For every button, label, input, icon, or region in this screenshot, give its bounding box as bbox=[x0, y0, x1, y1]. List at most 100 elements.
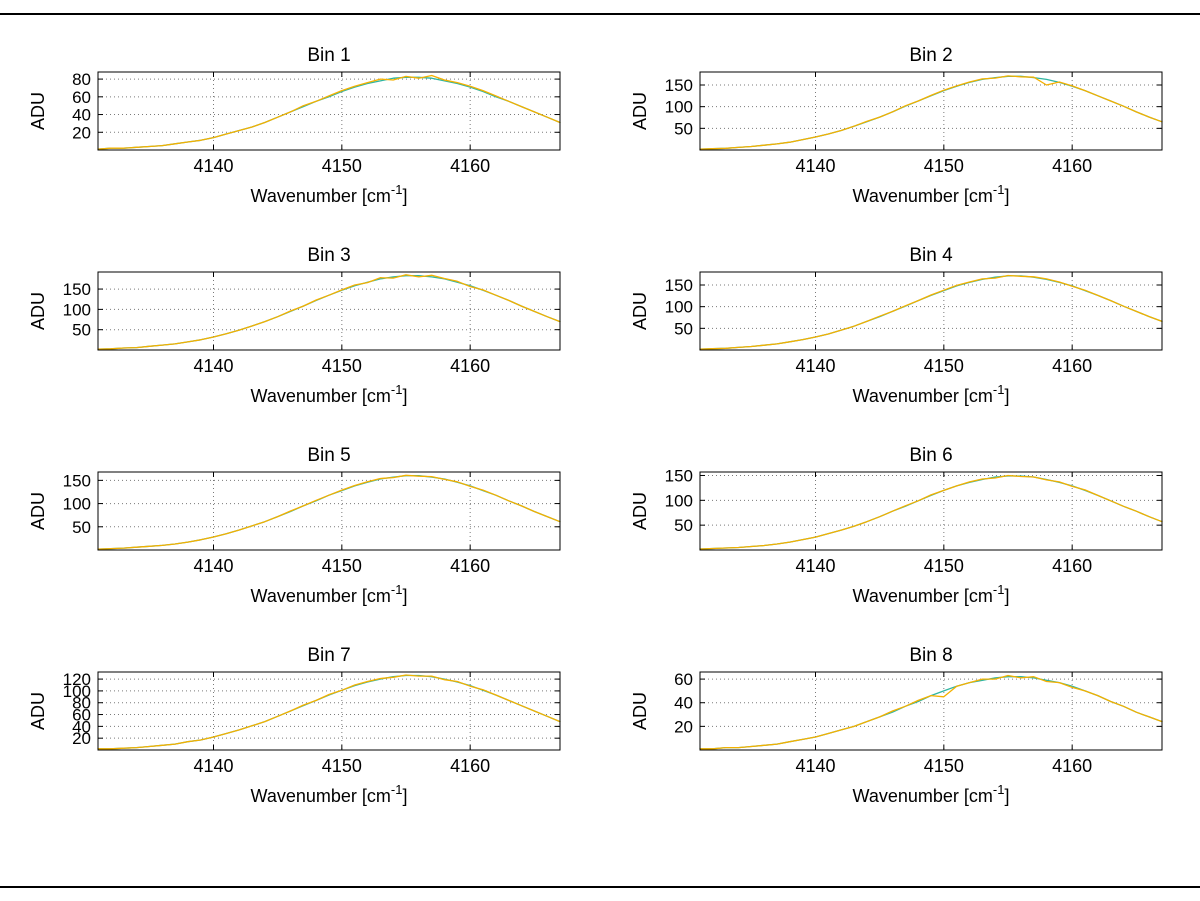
chart-title: Bin 3 bbox=[307, 245, 350, 266]
figure-top-border bbox=[0, 13, 1200, 15]
x-tick-label: 4160 bbox=[450, 356, 490, 376]
y-axis-label: ADU bbox=[630, 292, 650, 330]
chart-title: Bin 6 bbox=[909, 445, 952, 466]
plot-line-secondary bbox=[97, 275, 561, 350]
plot-line-primary bbox=[97, 74, 561, 150]
figure-bottom-border bbox=[0, 886, 1200, 888]
x-tick-label: 4140 bbox=[193, 156, 233, 176]
chart-title: Bin 4 bbox=[909, 245, 953, 266]
x-tick-label: 4140 bbox=[193, 756, 233, 776]
plot-box bbox=[97, 471, 561, 551]
x-axis-label: Wavenumber [cm-1] bbox=[853, 182, 1010, 206]
chart-title: Bin 7 bbox=[307, 645, 350, 666]
plot-line-secondary bbox=[97, 475, 561, 550]
y-tick-label: 100 bbox=[665, 298, 693, 317]
subplot-bin-7: 4140 4150 4160 20 40 60 80 100 120 Bin 7 ADU Wavenu… bbox=[28, 642, 568, 842]
chart-title: Bin 1 bbox=[307, 45, 350, 66]
x-tick-label: 4140 bbox=[795, 756, 835, 776]
y-tick-label: 40 bbox=[72, 717, 91, 736]
x-tick-label: 4140 bbox=[193, 356, 233, 376]
subplot-grid: 4140 4150 4160 20 40 60 80 Bin 1 ADU Wavenumber [… bbox=[28, 42, 1170, 842]
x-tick-label: 4160 bbox=[1052, 156, 1092, 176]
plot-line-secondary bbox=[699, 676, 1163, 750]
x-axis-label: Wavenumber [cm-1] bbox=[251, 182, 408, 206]
x-tick-label: 4140 bbox=[795, 156, 835, 176]
y-axis-label: ADU bbox=[28, 92, 48, 130]
y-tick-label: 80 bbox=[72, 694, 91, 713]
plot-line-primary bbox=[699, 474, 1163, 550]
x-tick-label: 4160 bbox=[450, 556, 490, 576]
subplot-bin-5: 4140 4150 4160 50 100 150 Bin 5 ADU Wavenumber [… bbox=[28, 442, 568, 642]
plot-line-secondary bbox=[699, 275, 1163, 350]
plot-box bbox=[97, 271, 561, 351]
y-tick-label: 50 bbox=[72, 518, 91, 537]
y-tick-label: 100 bbox=[63, 495, 91, 514]
chart-canvas: 4140 4150 4160 50 100 150 Bin 6 ADU Wavenumber [… bbox=[630, 445, 1163, 606]
y-tick-label: 100 bbox=[665, 491, 693, 510]
y-tick-label: 60 bbox=[72, 88, 91, 107]
chart-title: Bin 8 bbox=[909, 645, 952, 666]
y-tick-label: 20 bbox=[72, 729, 91, 748]
plot-line-primary bbox=[699, 274, 1163, 350]
plot-box bbox=[699, 671, 1163, 751]
y-axis-label: ADU bbox=[630, 492, 650, 530]
y-tick-label: 50 bbox=[674, 516, 693, 535]
y-tick-label: 150 bbox=[63, 471, 91, 490]
chart-canvas: 4140 4150 4160 50 100 150 Bin 5 ADU Wavenumber [… bbox=[28, 445, 561, 606]
plot-line-secondary bbox=[699, 75, 1163, 150]
y-tick-label: 150 bbox=[665, 76, 693, 95]
y-tick-label: 100 bbox=[63, 682, 91, 701]
plot-box bbox=[699, 71, 1163, 151]
subplot-bin-6: 4140 4150 4160 50 100 150 Bin 6 ADU Wavenumber [… bbox=[630, 442, 1170, 642]
y-axis-label: ADU bbox=[630, 92, 650, 130]
chart-title: Bin 2 bbox=[909, 45, 952, 66]
plot-line-secondary bbox=[97, 76, 561, 150]
x-axis-label: Wavenumber [cm-1] bbox=[853, 782, 1010, 806]
y-tick-label: 50 bbox=[674, 119, 693, 138]
plot-line-primary bbox=[699, 674, 1163, 750]
subplot-bin-3: 4140 4150 4160 50 100 150 Bin 3 ADU Wavenumber [… bbox=[28, 242, 568, 442]
plot-box bbox=[97, 71, 561, 151]
y-tick-label: 60 bbox=[72, 706, 91, 725]
subplot-bin-8: 4140 4150 4160 20 40 60 Bin 8 ADU Wavenumber [cm… bbox=[630, 642, 1170, 842]
x-tick-label: 4160 bbox=[450, 156, 490, 176]
plot-line-primary bbox=[699, 75, 1163, 150]
y-axis-label: ADU bbox=[28, 492, 48, 530]
x-tick-label: 4150 bbox=[924, 156, 964, 176]
x-tick-label: 4140 bbox=[795, 356, 835, 376]
y-axis-label: ADU bbox=[630, 692, 650, 730]
plot-line-primary bbox=[97, 674, 561, 750]
chart-canvas: 4140 4150 4160 20 40 60 Bin 8 ADU Wavenumber [cm… bbox=[630, 645, 1163, 806]
y-axis-label: ADU bbox=[28, 292, 48, 330]
plot-line-primary bbox=[97, 274, 561, 350]
y-tick-label: 100 bbox=[63, 300, 91, 319]
x-tick-label: 4150 bbox=[322, 356, 362, 376]
plot-line-secondary bbox=[699, 475, 1163, 550]
y-tick-label: 150 bbox=[63, 280, 91, 299]
y-axis-label: ADU bbox=[28, 692, 48, 730]
plot-box bbox=[97, 671, 561, 751]
x-tick-label: 4160 bbox=[1052, 556, 1092, 576]
x-axis-label: Wavenumber [cm-1] bbox=[853, 582, 1010, 606]
subplot-bin-4: 4140 4150 4160 50 100 150 Bin 4 ADU Wavenumber [… bbox=[630, 242, 1170, 442]
x-axis-label: Wavenumber [cm-1] bbox=[853, 382, 1010, 406]
subplot-bin-1: 4140 4150 4160 20 40 60 80 Bin 1 ADU Wavenumber [… bbox=[28, 42, 568, 242]
y-tick-label: 60 bbox=[674, 670, 693, 689]
x-tick-label: 4150 bbox=[322, 156, 362, 176]
y-tick-label: 100 bbox=[665, 98, 693, 117]
y-tick-label: 20 bbox=[674, 717, 693, 736]
y-tick-label: 50 bbox=[674, 319, 693, 338]
x-tick-label: 4140 bbox=[193, 556, 233, 576]
chart-canvas: 4140 4150 4160 50 100 150 Bin 4 ADU Wavenumber [… bbox=[630, 245, 1163, 406]
x-tick-label: 4150 bbox=[322, 756, 362, 776]
x-axis-label: Wavenumber [cm-1] bbox=[251, 382, 408, 406]
x-tick-label: 4150 bbox=[924, 756, 964, 776]
x-tick-label: 4160 bbox=[1052, 356, 1092, 376]
x-tick-label: 4160 bbox=[1052, 756, 1092, 776]
x-tick-label: 4160 bbox=[450, 756, 490, 776]
y-tick-label: 120 bbox=[63, 670, 91, 689]
plot-box bbox=[699, 271, 1163, 351]
y-tick-label: 80 bbox=[72, 70, 91, 89]
